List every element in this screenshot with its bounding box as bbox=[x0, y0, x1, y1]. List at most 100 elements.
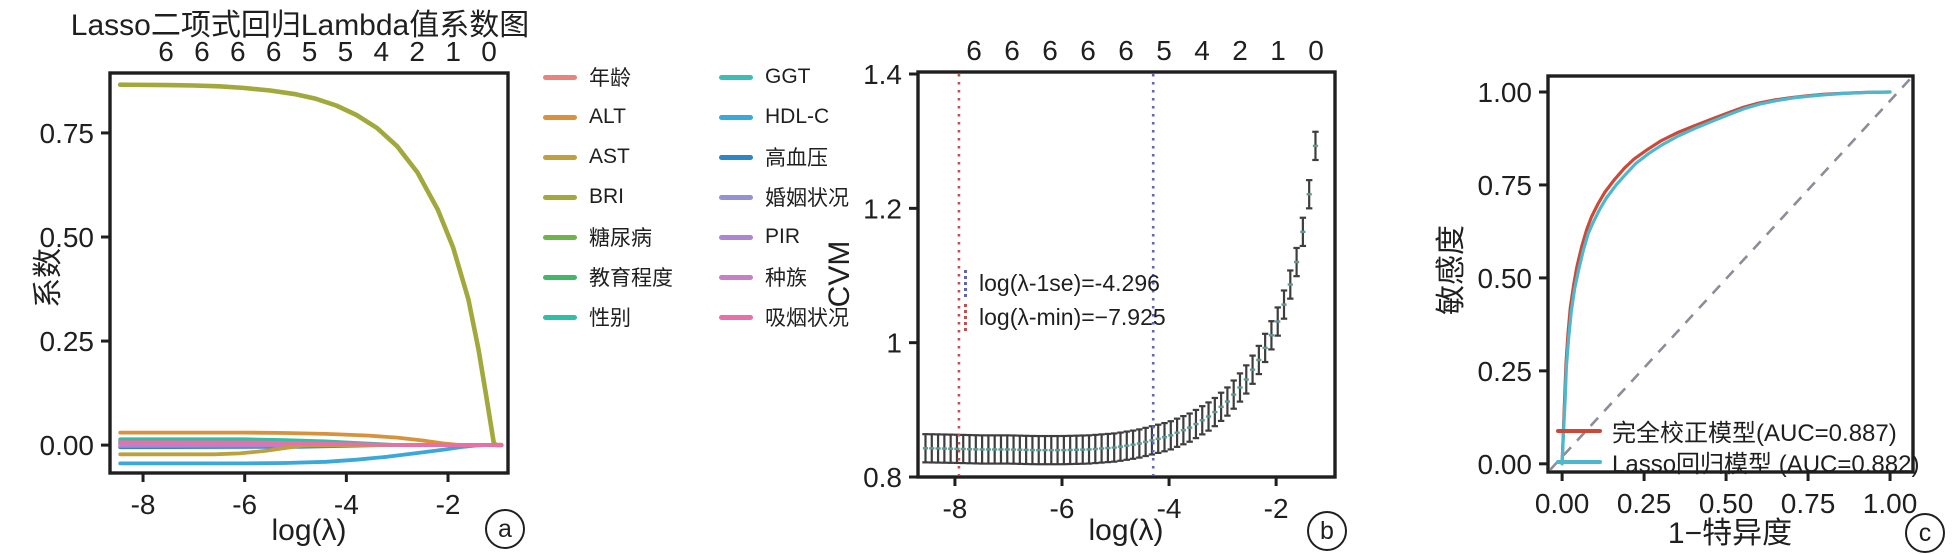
panel-b-annotation: log(λ-1se)=-4.296 log(λ-min)=−7.925 bbox=[964, 270, 1166, 331]
bri-swatch-icon bbox=[543, 194, 577, 200]
legend-item: 糖尿病 bbox=[543, 217, 673, 257]
svg-text:-4: -4 bbox=[1157, 493, 1182, 524]
legend-item: PIR bbox=[719, 217, 849, 257]
legend-item-label: BRI bbox=[589, 185, 625, 208]
legend-item-label: GGT bbox=[765, 65, 811, 88]
full-model-swatch-icon bbox=[1556, 428, 1602, 433]
marital-swatch-icon bbox=[719, 194, 753, 200]
svg-text:0.50: 0.50 bbox=[1699, 488, 1754, 519]
legend-item: 高血压 bbox=[719, 137, 849, 177]
svg-text:0.50: 0.50 bbox=[40, 222, 95, 253]
panel-c-y-axis-label: 敏感度 bbox=[1435, 225, 1468, 315]
legend-item-label: ALT bbox=[589, 105, 626, 128]
svg-text:0.25: 0.25 bbox=[1478, 356, 1533, 387]
svg-text:1.00: 1.00 bbox=[1478, 77, 1533, 108]
lambda-1se-label: log(λ-1se)=-4.296 bbox=[979, 270, 1160, 296]
panel-b-letter: b bbox=[1307, 511, 1347, 551]
svg-text:0.75: 0.75 bbox=[1781, 488, 1836, 519]
svg-text:-8: -8 bbox=[942, 493, 967, 524]
legend-item-label: 种族 bbox=[765, 267, 807, 290]
legend-item-label: PIR bbox=[765, 225, 801, 248]
legend-item: 年龄 bbox=[543, 57, 673, 97]
legend-item-label: 年龄 bbox=[589, 67, 631, 90]
legend-item-label: HDL-C bbox=[765, 105, 830, 128]
legend-item-label: 高血压 bbox=[765, 147, 828, 170]
svg-text:5: 5 bbox=[1156, 35, 1172, 66]
panel-c-x-axis-label: 1−特异度 bbox=[1667, 517, 1793, 550]
panel-b-y-axis-label: CVM bbox=[823, 240, 856, 308]
svg-text:6: 6 bbox=[194, 36, 210, 67]
legend-item-label: 吸烟状况 bbox=[765, 307, 849, 330]
ggt-swatch-icon bbox=[719, 74, 753, 80]
legend-item: GGT bbox=[719, 57, 849, 97]
svg-text:4: 4 bbox=[1194, 35, 1210, 66]
panel-a-x-axis-label: log(λ) bbox=[271, 514, 347, 547]
svg-text:2: 2 bbox=[409, 36, 425, 67]
svg-text:0.50: 0.50 bbox=[1478, 263, 1533, 294]
panel-a-title: Lasso二项式回归Lambda值系数图 bbox=[70, 9, 530, 42]
svg-text:0.75: 0.75 bbox=[40, 118, 95, 149]
svg-text:0: 0 bbox=[481, 36, 497, 67]
ast-swatch-icon bbox=[543, 154, 577, 160]
legend-item: HDL-C bbox=[719, 97, 849, 137]
svg-text:0.75: 0.75 bbox=[1478, 170, 1533, 201]
lasso-model-swatch-icon bbox=[1556, 459, 1602, 464]
svg-text:6: 6 bbox=[266, 36, 282, 67]
svg-text:0.8: 0.8 bbox=[863, 462, 902, 493]
lambda-1se-dotted-marker-icon bbox=[964, 270, 967, 297]
lambda-min-annotation: log(λ-min)=−7.925 bbox=[964, 304, 1166, 331]
roc-legend-lasso-model: Lasso回归模型 (AUC=0.882) bbox=[1556, 444, 1919, 479]
legend-column-1: 年龄 ALT AST BRI 糖尿病 教育程度 性别 bbox=[543, 57, 673, 337]
legend-item: 性别 bbox=[543, 297, 673, 337]
svg-text:0: 0 bbox=[1308, 35, 1324, 66]
svg-text:0.25: 0.25 bbox=[40, 326, 95, 357]
svg-text:0.25: 0.25 bbox=[1617, 488, 1672, 519]
age-swatch-icon bbox=[543, 74, 577, 80]
svg-text:1: 1 bbox=[886, 328, 902, 359]
svg-text:0.00: 0.00 bbox=[40, 430, 95, 461]
svg-text:0.00: 0.00 bbox=[1535, 488, 1590, 519]
svg-text:6: 6 bbox=[1042, 35, 1058, 66]
education-swatch-icon bbox=[543, 274, 577, 280]
svg-text:6: 6 bbox=[158, 36, 174, 67]
svg-text:0.00: 0.00 bbox=[1478, 449, 1533, 480]
svg-text:5: 5 bbox=[338, 36, 354, 67]
legend-item-label: 婚姻状况 bbox=[765, 187, 849, 210]
full-model-label: 完全校正模型(AUC=0.887) bbox=[1612, 420, 1897, 447]
svg-text:1.00: 1.00 bbox=[1863, 488, 1918, 519]
legend-item-label: AST bbox=[589, 145, 630, 168]
svg-text:1: 1 bbox=[1270, 35, 1286, 66]
panel-c-letter: c bbox=[1905, 513, 1945, 553]
race-swatch-icon bbox=[719, 274, 753, 280]
panel-a-letter-text: a bbox=[498, 514, 512, 543]
legend-item-label: 糖尿病 bbox=[589, 227, 652, 250]
svg-text:-6: -6 bbox=[232, 489, 257, 520]
hypertension-swatch-icon bbox=[719, 154, 753, 160]
legend-item: 婚姻状况 bbox=[719, 177, 849, 217]
svg-text:1.4: 1.4 bbox=[863, 59, 902, 90]
svg-text:-2: -2 bbox=[436, 489, 461, 520]
panel-a-legend: 年龄 ALT AST BRI 糖尿病 教育程度 性别 GGT HDL-C 高血压… bbox=[543, 57, 849, 337]
panel-a-y-axis-label: 系数 bbox=[32, 248, 65, 308]
legend-item: BRI bbox=[543, 177, 673, 217]
lasso-model-label: Lasso回归模型 (AUC=0.882) bbox=[1612, 451, 1920, 478]
smoking-swatch-icon bbox=[719, 314, 753, 320]
panel-b-x-axis-label: log(λ) bbox=[1088, 514, 1164, 547]
svg-text:-4: -4 bbox=[334, 489, 359, 520]
pir-swatch-icon bbox=[719, 234, 753, 240]
panel-a-letter: a bbox=[485, 509, 525, 549]
svg-text:-2: -2 bbox=[1264, 493, 1289, 524]
svg-text:6: 6 bbox=[1004, 35, 1020, 66]
legend-item: 吸烟状况 bbox=[719, 297, 849, 337]
svg-text:1.2: 1.2 bbox=[863, 193, 902, 224]
svg-text:2: 2 bbox=[1232, 35, 1248, 66]
legend-item: 种族 bbox=[719, 257, 849, 297]
sex-swatch-icon bbox=[543, 314, 577, 320]
svg-text:6: 6 bbox=[230, 36, 246, 67]
alt-swatch-icon bbox=[543, 114, 577, 120]
legend-item: ALT bbox=[543, 97, 673, 137]
lambda-min-label: log(λ-min)=−7.925 bbox=[979, 304, 1166, 330]
legend-item: 教育程度 bbox=[543, 257, 673, 297]
svg-text:6: 6 bbox=[1080, 35, 1096, 66]
